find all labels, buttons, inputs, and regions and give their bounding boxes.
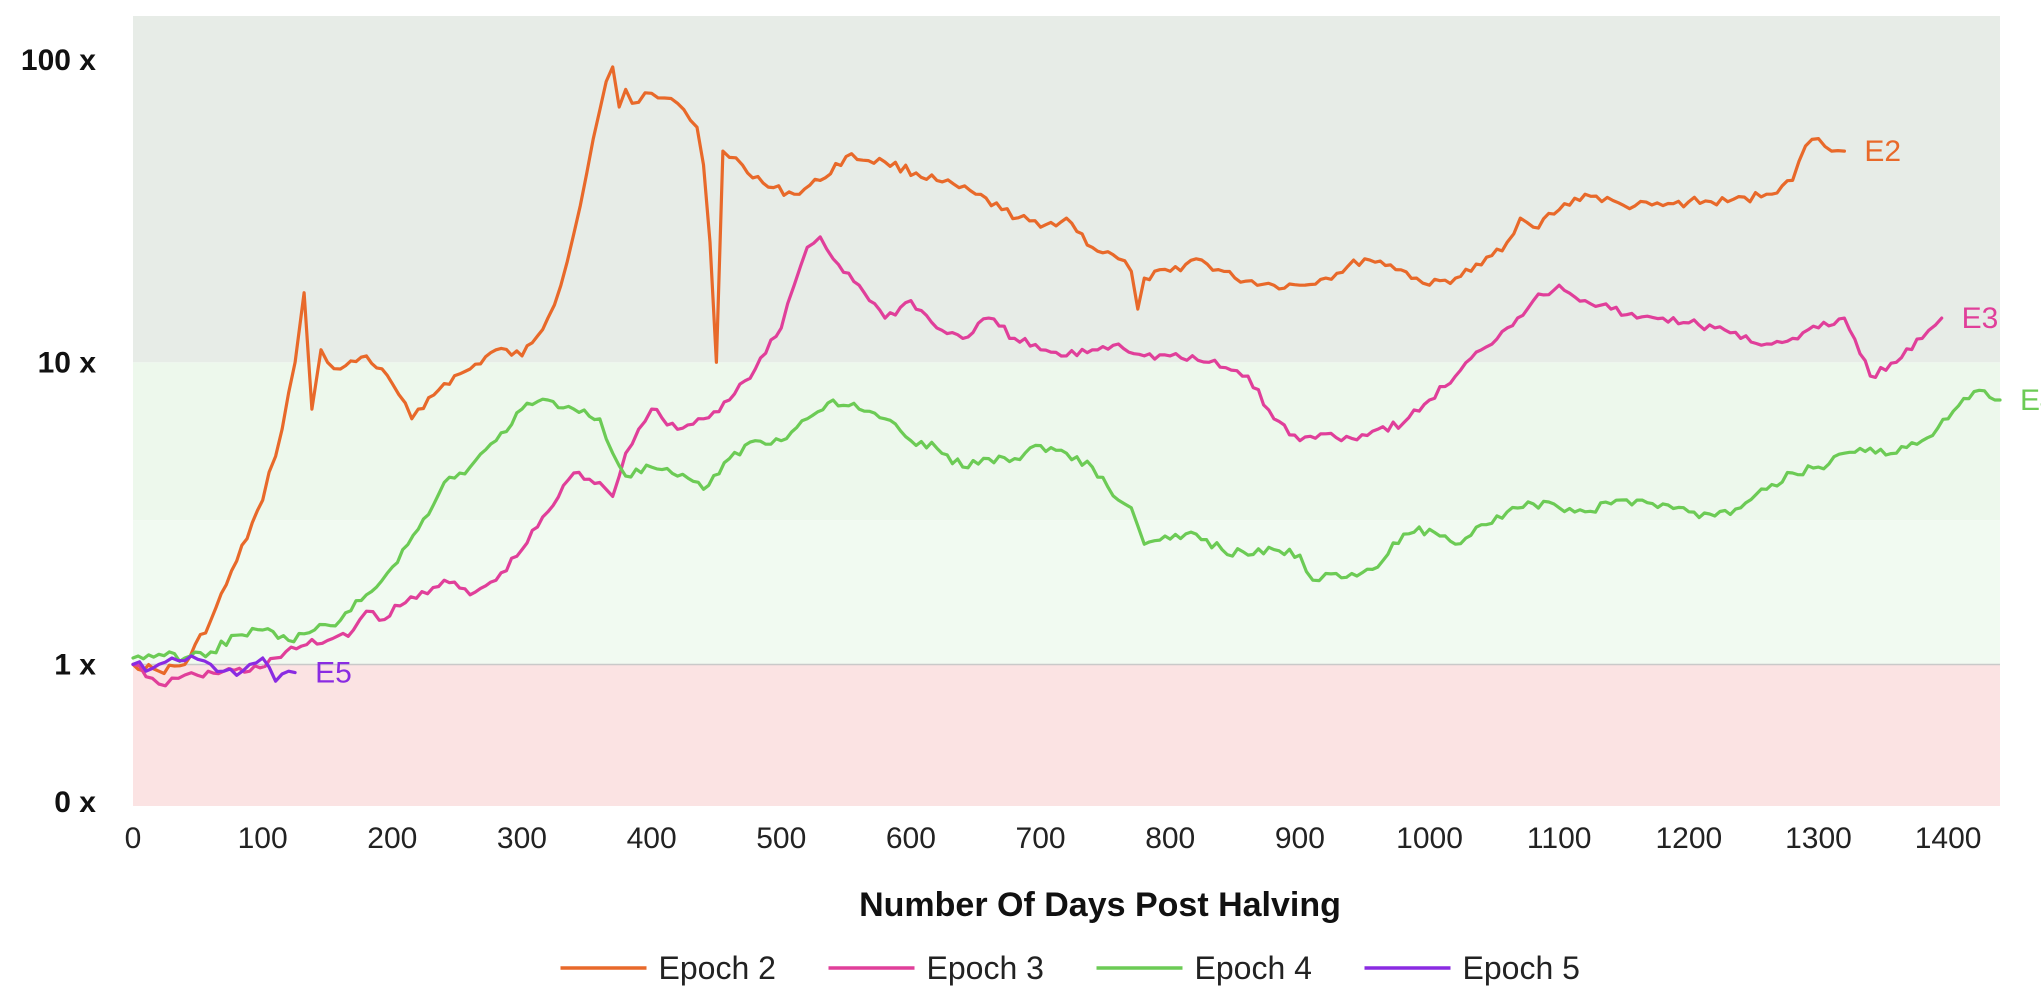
background-band-2 (133, 520, 2000, 665)
x-axis-label: Number Of Days Post Halving (859, 886, 1341, 924)
series-line-e2 (131, 65, 1846, 676)
series-line-e4 (131, 388, 2002, 663)
x-tick-label: 300 (497, 822, 547, 855)
y-tick-label: 1 x (54, 648, 96, 681)
series-end-label-e4: E4 (2020, 384, 2041, 417)
x-tick-label: 800 (1145, 822, 1195, 855)
x-tick-label: 0 (125, 822, 142, 855)
background-band-0 (133, 16, 2000, 363)
series-lines (131, 65, 2002, 688)
legend-item: Epoch 5 (1364, 950, 1580, 986)
y-tick-label: 0 x (54, 786, 96, 819)
series-line-e3 (131, 235, 1944, 688)
series-end-label-e3: E3 (1962, 302, 1999, 335)
series-line-e5 (131, 654, 297, 683)
background-band-3 (133, 664, 2000, 806)
background-band-1 (133, 362, 2000, 521)
y-tick-label: 100 x (21, 44, 96, 77)
x-tick-label: 600 (886, 822, 936, 855)
x-tick-label: 1300 (1785, 822, 1852, 855)
x-tick-label: 1000 (1396, 822, 1463, 855)
legend-label: Epoch 4 (1195, 950, 1312, 986)
x-tick-label: 400 (627, 822, 677, 855)
legend: Epoch 2 Epoch 3 Epoch 4 Epoch 5 (560, 950, 1580, 986)
legend-item: Epoch 3 (828, 950, 1044, 986)
x-tick-label: 500 (756, 822, 806, 855)
series-end-label-e2: E2 (1864, 135, 1901, 168)
x-tick-label: 200 (367, 822, 417, 855)
series-end-labels: E2 E3 E4 E5 (315, 135, 2041, 689)
legend-label: Epoch 5 (1463, 950, 1580, 986)
x-tick-label: 900 (1275, 822, 1325, 855)
x-tick-label: 1200 (1655, 822, 1722, 855)
x-tick-label: 100 (238, 822, 288, 855)
background-bands (133, 16, 2000, 806)
legend-label: Epoch 2 (659, 950, 776, 986)
y-tick-label: 10 x (38, 346, 97, 379)
legend-label: Epoch 3 (927, 950, 1044, 986)
series-end-label-e5: E5 (315, 657, 352, 690)
x-tick-label: 1100 (1527, 822, 1592, 855)
x-axis-ticks: 0 100 200 300 400 500 600 700 800 900 1000 1100 1200… (125, 822, 1982, 855)
x-tick-label: 1400 (1915, 822, 1982, 855)
x-tick-label: 700 (1016, 822, 1066, 855)
y-axis-ticks: 100 x 10 x 1 x 0 x (21, 44, 96, 819)
legend-item: Epoch 2 (560, 950, 776, 986)
legend-item: Epoch 4 (1096, 950, 1312, 986)
